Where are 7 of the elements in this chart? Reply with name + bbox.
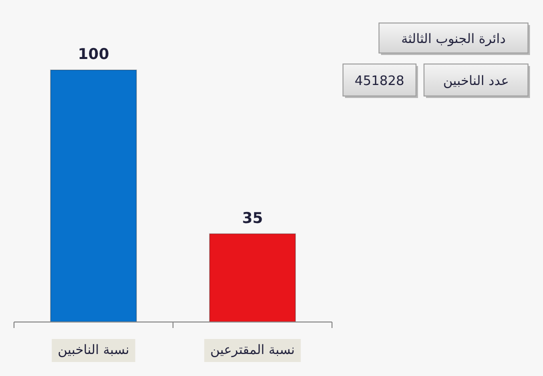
x-tick-label: نسبة المقترعين [210, 343, 295, 358]
annotation: 451828 [342, 64, 418, 98]
x-tick-label: نسبة الناخبين [58, 343, 130, 358]
data-label: 35 [242, 208, 263, 227]
data-label: 100 [78, 45, 110, 63]
annotation: عدد الناخبين [424, 64, 530, 98]
title: دائرة الجنوب الثالثة [378, 22, 530, 55]
